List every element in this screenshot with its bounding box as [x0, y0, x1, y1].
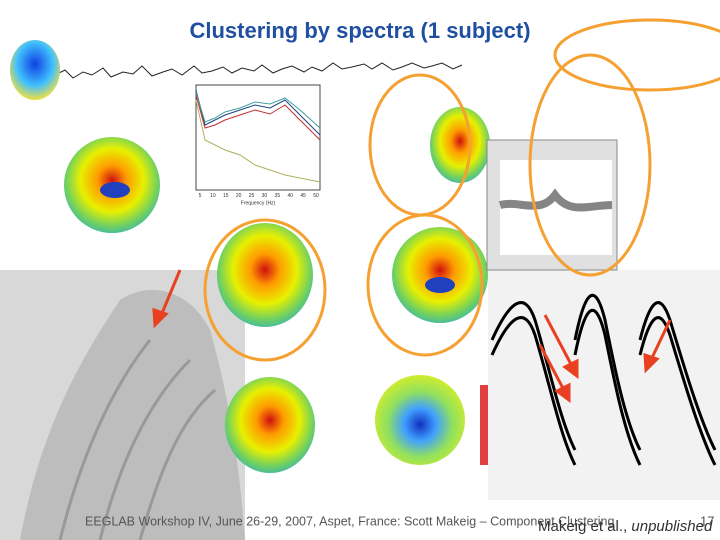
credit: Makeig et al., unpublished: [538, 518, 713, 535]
spectrum-x-tick: 45: [300, 193, 306, 199]
spectrum-lines: [195, 89, 321, 183]
head-map: [225, 377, 315, 473]
eeg-trace: [54, 62, 463, 79]
anatomy-lines: [58, 339, 216, 540]
spectrum-x-tick: 15: [223, 193, 229, 199]
waveform-panel: [488, 270, 720, 500]
spectrum-x-label: Frequency (Hz): [241, 200, 276, 206]
highlight-circles: [203, 18, 720, 362]
head-map: [430, 107, 490, 183]
head-map-spot: [100, 182, 130, 198]
page-number: 17: [700, 513, 714, 528]
head-map: [10, 40, 60, 100]
head-map-spot: [425, 277, 455, 293]
erp-trace: [499, 188, 613, 212]
arrows: [152, 269, 672, 403]
slide-title: Clustering by spectra (1 subject): [189, 18, 530, 43]
head-map: [375, 375, 465, 465]
credit-authors: Makeig et al.,: [538, 518, 631, 535]
spectrum-x-tick: 35: [275, 193, 281, 199]
footer: EEGLAB Workshop IV, June 26-29, 2007, As…: [85, 514, 615, 528]
spectrum-x-tick: 10: [210, 193, 216, 199]
spectrum-x-tick: 25: [249, 193, 255, 199]
head-map: [392, 227, 488, 323]
spectrum-axes: [195, 84, 321, 191]
spectrum-x-tick: 5: [199, 193, 202, 199]
spectrum-x-ticks: 5 10 15 20 25 30 35 40 45 50: [199, 193, 319, 199]
spectrum-x-tick: 30: [262, 193, 268, 199]
anatomy-shape: [20, 290, 245, 540]
colorbar: [480, 385, 488, 465]
credit-status: unpublished: [631, 518, 713, 535]
head-map: [217, 223, 313, 327]
spectrum-x-tick: 40: [287, 193, 293, 199]
spectrum-x-tick: 50: [313, 193, 319, 199]
spectrum-x-tick: 20: [236, 193, 242, 199]
